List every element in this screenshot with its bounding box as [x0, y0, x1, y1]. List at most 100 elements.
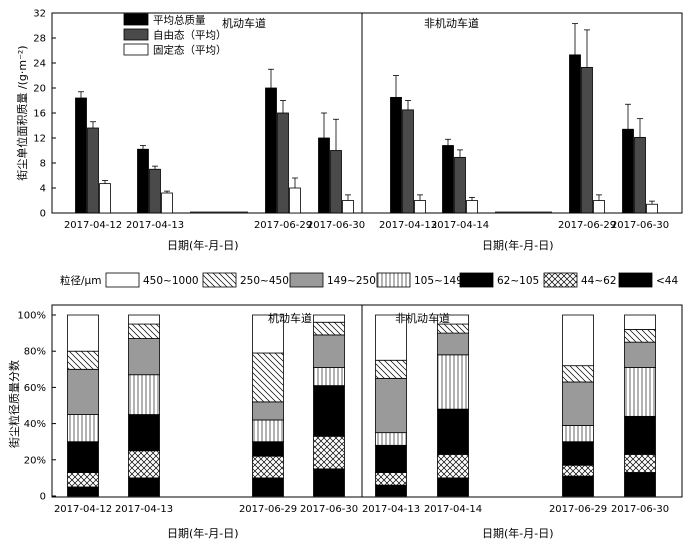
- bottom-y-tick-label: 20%: [24, 455, 46, 466]
- top-bar: [466, 200, 478, 214]
- top-x-tick-label: 2017-04-13: [126, 220, 184, 231]
- bottom-stack-segment: [252, 419, 284, 443]
- bottom-stack-segment: [437, 408, 469, 455]
- bottom-chart: 粒径/μm 450~1000 250~450 149~250 105~149 62~105…: [7, 272, 683, 540]
- bottom-legend-swatch: [376, 272, 411, 288]
- bottom-stack-segment: [128, 338, 160, 376]
- top-x-tick-label: 2017-06-30: [307, 220, 365, 231]
- bottom-x-tick-label: 2017-06-30: [300, 504, 358, 515]
- bottom-stack-segment: [128, 414, 160, 452]
- bottom-legend-label: 62~105: [497, 275, 539, 287]
- bottom-stack-segment: [437, 354, 469, 410]
- top-bar: [289, 187, 301, 214]
- top-bar: [634, 136, 646, 214]
- bottom-stack-segment: [252, 455, 284, 479]
- bottom-stack-segment: [624, 314, 656, 330]
- top-bar: [454, 156, 466, 214]
- bottom-legend-title: 粒径/μm: [60, 274, 101, 287]
- bottom-y-tick-label: 0: [40, 492, 46, 503]
- bottom-stack-segment: [375, 484, 407, 497]
- top-x-axis-label-right: 日期(年-月-日): [482, 238, 554, 252]
- bottom-panel-label-nonmotor: 非机动车道: [395, 311, 450, 325]
- top-y-axis-label: 街尘单位面积质量 /(g·m⁻²): [15, 45, 29, 180]
- bottom-stack-segment: [67, 350, 99, 370]
- bottom-stack-segment: [624, 472, 656, 497]
- bottom-x-tick-label: 2017-06-29: [239, 504, 297, 515]
- top-chart-bars: [75, 23, 658, 214]
- bottom-y-tick-label: 60%: [24, 383, 46, 394]
- bottom-stack-segment: [67, 486, 99, 497]
- bottom-stack-segment: [128, 314, 160, 325]
- top-panel-label-motor: 机动车道: [222, 16, 266, 30]
- top-bar: [646, 203, 658, 214]
- bottom-stack-segment: [252, 441, 284, 457]
- top-x-tick-label: 2017-06-29: [558, 220, 616, 231]
- bottom-stack-segment: [128, 374, 160, 415]
- top-y-tick-label: 28: [33, 34, 46, 45]
- bottom-x-tick-label: 2017-04-14: [424, 504, 482, 515]
- top-legend-label: 固定态（平均）: [153, 44, 227, 57]
- bottom-stack-segment: [313, 334, 345, 368]
- top-bar: [87, 127, 99, 214]
- bottom-stack-segment: [437, 477, 469, 497]
- bottom-stack-segment: [375, 314, 407, 361]
- top-bar: [442, 145, 454, 214]
- bottom-stack-segment: [375, 359, 407, 379]
- bottom-stack-segment: [624, 329, 656, 343]
- top-bar: [342, 200, 354, 214]
- bottom-legend-swatch: [618, 272, 653, 288]
- bottom-y-tick-label: 80%: [24, 347, 46, 358]
- top-bar: [402, 109, 414, 214]
- top-x-axis-label-left: 日期(年-月-日): [167, 238, 239, 252]
- bottom-stack-segment: [313, 367, 345, 386]
- bottom-chart-bars: [67, 314, 656, 497]
- bottom-legend-label: 44~62: [581, 275, 617, 287]
- bottom-legend-swatch: [105, 272, 140, 288]
- top-bar: [265, 87, 277, 214]
- bottom-legend-swatch: [543, 272, 578, 288]
- bottom-x-tick-label: 2017-06-29: [549, 504, 607, 515]
- bottom-stack-segment: [252, 314, 284, 354]
- bottom-legend-label: 149~250: [327, 275, 376, 287]
- bottom-y-axis-label: 街尘粒径质量分数: [7, 360, 21, 448]
- top-bar: [161, 192, 173, 214]
- top-bar: [277, 112, 289, 214]
- bottom-x-tick-label: 2017-06-30: [611, 504, 669, 515]
- bottom-stack-segment: [437, 453, 469, 479]
- bottom-chart-legend: 粒径/μm 450~1000 250~450 149~250 105~149 62~105…: [60, 272, 678, 288]
- bottom-plot-frame: [51, 304, 683, 498]
- bottom-stack-segment: [67, 472, 99, 488]
- bottom-stack-segment: [437, 314, 469, 325]
- top-bar: [593, 200, 605, 214]
- bottom-stack-segment: [562, 381, 594, 426]
- bottom-stack-segment: [375, 444, 407, 473]
- bottom-stack-segment: [67, 414, 99, 443]
- top-legend-label: 自由态（平均）: [153, 29, 227, 42]
- bottom-x-tick-label: 2017-04-13: [362, 504, 420, 515]
- bottom-legend-swatch: [289, 272, 324, 288]
- top-bar: [414, 200, 426, 214]
- bottom-stack-segment: [67, 314, 99, 352]
- bottom-stack-segment: [562, 425, 594, 443]
- top-bar: [137, 148, 149, 214]
- top-bar: [75, 97, 87, 214]
- bottom-stack-segment: [375, 472, 407, 486]
- top-bar: [318, 137, 330, 214]
- bottom-legend-label: 250~450: [240, 275, 289, 287]
- bottom-stack-segment: [624, 415, 656, 455]
- bottom-stack-segment: [624, 341, 656, 368]
- bottom-stack-segment: [313, 468, 345, 497]
- top-y-tick-label: 0: [40, 209, 46, 220]
- bottom-stack-segment: [562, 464, 594, 477]
- top-chart-axes: [51, 12, 683, 214]
- top-bar: [330, 150, 342, 214]
- bottom-stack-segment: [562, 314, 594, 367]
- bottom-x-tick-label: 2017-04-13: [115, 504, 173, 515]
- bottom-stack-segment: [624, 367, 656, 417]
- bottom-stack-segment: [375, 377, 407, 434]
- bottom-stack-segment: [67, 368, 99, 415]
- top-legend-swatch: [123, 43, 149, 56]
- top-bar: [581, 66, 593, 214]
- top-x-tick-label: 2017-04-13: [379, 220, 437, 231]
